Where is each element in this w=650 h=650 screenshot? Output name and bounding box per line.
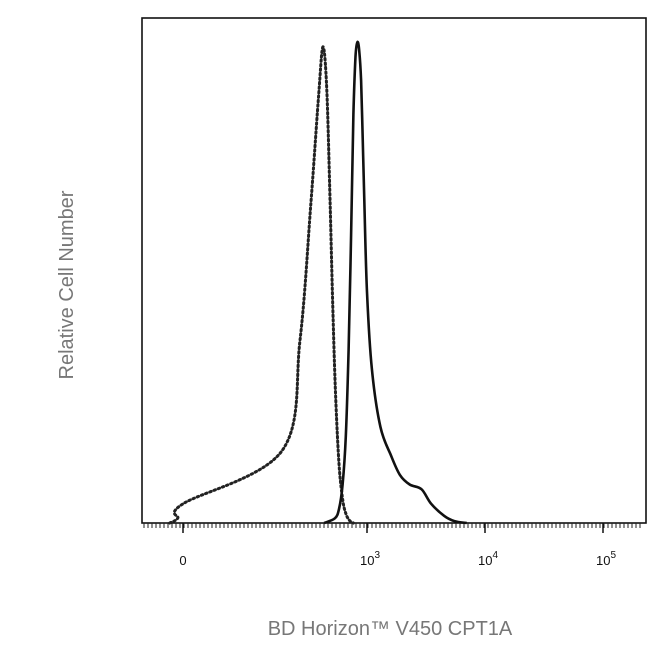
x-tick-label: 0	[179, 553, 186, 568]
y-axis-label: Relative Cell Number	[56, 190, 78, 379]
x-axis-tick-labels: 0 103 104 105	[179, 550, 616, 568]
x-tick-label: 103	[360, 550, 380, 568]
x-tick-label: 104	[478, 550, 498, 568]
x-tick-label: 105	[596, 550, 616, 568]
series-layer	[168, 40, 467, 525]
plot-frame	[141, 17, 647, 524]
x-axis-label: BD Horizon™ V450 CPT1A	[268, 618, 513, 640]
series-isotype-control	[168, 45, 355, 525]
x-axis-minor-ticks	[143, 523, 641, 533]
series-stained-sample	[323, 40, 467, 525]
